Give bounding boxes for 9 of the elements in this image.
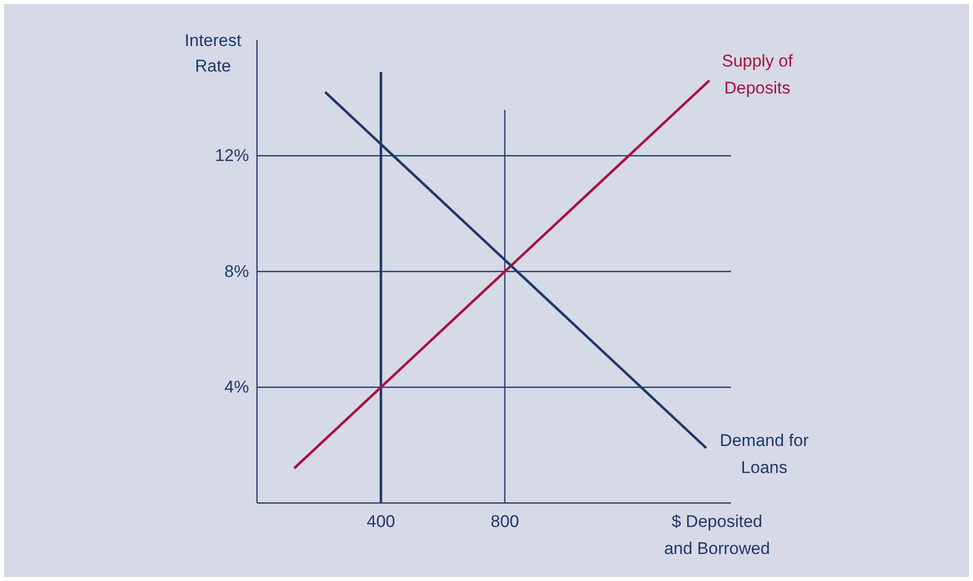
y-tick-label: 12% (214, 146, 249, 166)
x-tick-label: 400 (366, 512, 396, 532)
y-tick-label: 4% (224, 378, 249, 397)
y-axis-title: Interest Rate (184, 31, 242, 76)
series-label: Supply of Deposits (722, 52, 794, 98)
y-tick-label: 8% (224, 262, 249, 281)
x-axis-title: $ Deposited and Borrowed (664, 512, 770, 558)
x-tick-label: 800 (490, 512, 520, 532)
series-label: Demand for Loans (720, 431, 809, 478)
